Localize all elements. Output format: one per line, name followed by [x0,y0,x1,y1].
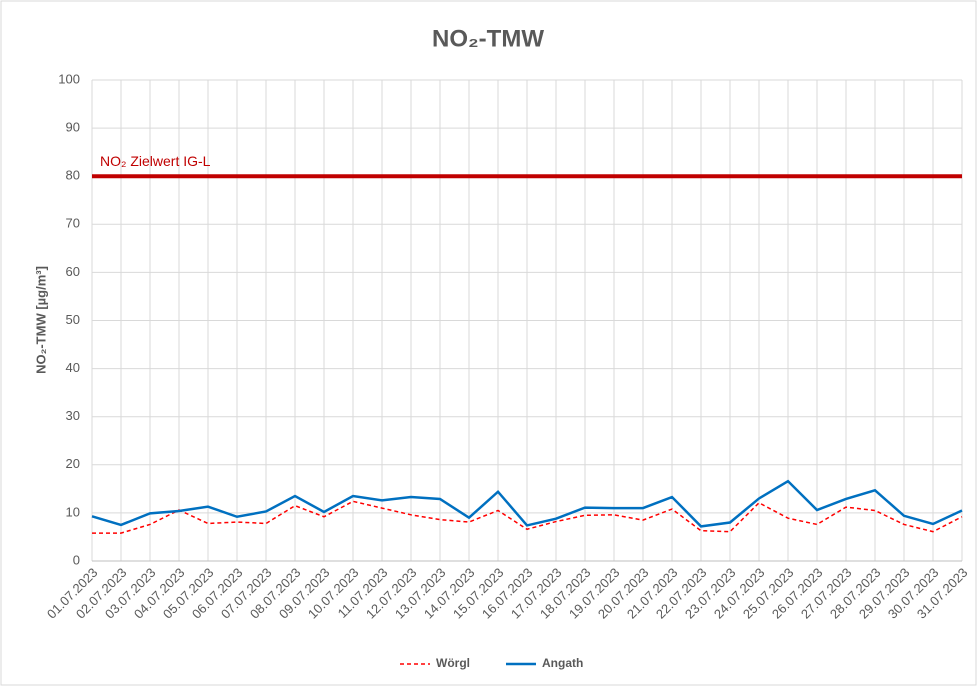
y-tick-label: 0 [73,552,80,567]
legend-label: Wörgl [436,656,470,670]
y-tick-label: 50 [66,312,80,327]
chart-title: NO₂-TMW [432,25,544,52]
y-tick-label: 40 [66,360,80,375]
y-tick-label: 80 [66,168,80,183]
y-tick-label: 90 [66,120,80,135]
y-tick-label: 20 [66,456,80,471]
series-line [92,500,963,534]
threshold-label: NO₂ Zielwert IG-L [100,153,211,169]
y-tick-label: 100 [58,71,80,86]
series-line [91,479,963,528]
legend-label: Angath [542,656,583,670]
y-axis-label: NO₂-TMW [µg/m³] [33,266,48,374]
y-tick-label: 70 [66,216,80,231]
y-tick-label: 10 [66,504,80,519]
y-tick-label: 30 [66,408,80,423]
y-tick-label: 60 [66,264,80,279]
